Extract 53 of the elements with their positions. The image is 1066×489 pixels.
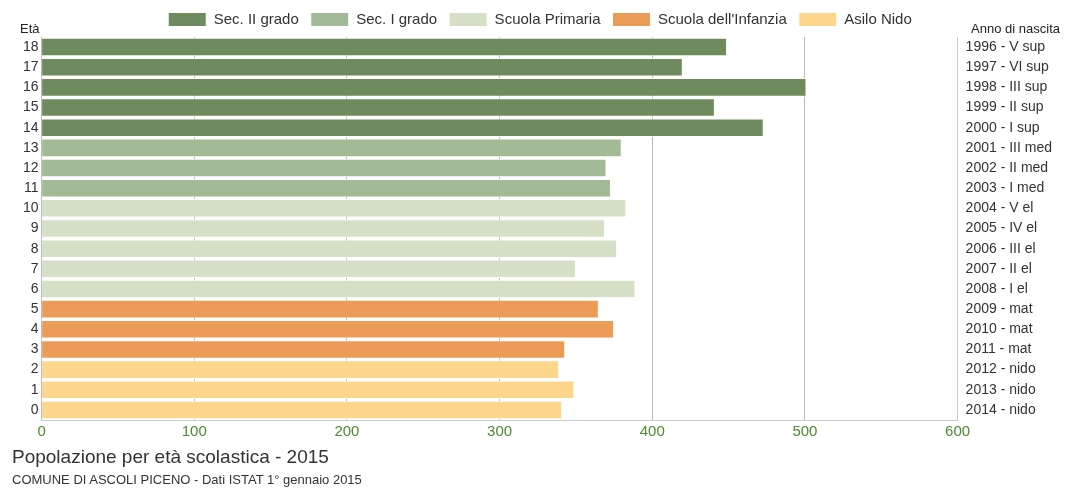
- y-tick-label: 17: [22, 58, 39, 75]
- y2-tick-label: 2000 - I sup: [965, 118, 1040, 135]
- y2-tick-label: 2005 - IV el: [965, 219, 1038, 236]
- y-tick-label: 5: [30, 299, 39, 316]
- y-tick-label: 7: [30, 259, 39, 276]
- y2-axis-title: Anno di nascita: [971, 21, 1061, 37]
- y-tick-label: 8: [30, 239, 39, 256]
- y-tick-label: 2: [30, 360, 39, 377]
- x-tick-label: 400: [639, 422, 665, 440]
- y2-tick-label: 2007 - II el: [965, 259, 1032, 276]
- y2-tick-label: 2006 - III el: [965, 239, 1036, 256]
- y2-tick-label: 2013 - nido: [965, 380, 1036, 397]
- x-tick-label: 200: [334, 422, 360, 440]
- x-tick-label: 600: [945, 422, 971, 440]
- y-tick-label: 13: [22, 138, 39, 155]
- x-tick-label: 100: [181, 422, 207, 440]
- y2-tick-label: 2003 - I med: [965, 179, 1045, 196]
- y-tick-label: 14: [22, 118, 39, 135]
- y-tick-label: 0: [30, 400, 39, 417]
- x-tick-label: 300: [487, 422, 513, 440]
- y2-tick-label: 1996 - V sup: [965, 37, 1046, 54]
- text: COMUNE DI ASCOLI PICENO - Dati ISTAT 1° gennaio 2015: [12, 472, 362, 487]
- legend-label: Scuola dell'Infanzia: [658, 9, 788, 27]
- legend-label: Scuola Primaria: [494, 9, 602, 27]
- y-tick-label: 3: [30, 340, 39, 357]
- y-tick-label: 12: [22, 158, 39, 175]
- y2-tick-label: 1998 - III sup: [965, 78, 1048, 95]
- legend-label: Sec. II grado: [213, 9, 299, 27]
- y2-tick-label: 2001 - III med: [965, 138, 1053, 155]
- y-axis-title: Età: [20, 21, 41, 37]
- y2-tick-label: 1997 - VI sup: [965, 58, 1050, 75]
- y-tick-label: 4: [30, 320, 39, 337]
- y-tick-label: 6: [30, 279, 39, 296]
- y-tick-label: 18: [22, 37, 39, 54]
- y-tick-label: 16: [22, 78, 39, 95]
- y-tick-label: 9: [30, 219, 39, 236]
- text: Popolazione per età scolastica - 2015: [12, 446, 329, 468]
- legend-label: Sec. I grado: [356, 9, 438, 27]
- y-tick-label: 15: [22, 98, 39, 115]
- y2-tick-label: 1999 - II sup: [965, 98, 1044, 115]
- y2-tick-label: 2010 - mat: [965, 320, 1033, 337]
- legend-label: Asilo Nido: [844, 9, 912, 27]
- y2-tick-label: 2011 - mat: [965, 340, 1032, 357]
- y2-tick-label: 2004 - V el: [965, 199, 1034, 216]
- y2-tick-label: 2008 - I el: [965, 279, 1028, 296]
- y2-tick-label: 2002 - II med: [965, 158, 1049, 175]
- y-tick-label: 1: [30, 380, 39, 397]
- y2-tick-label: 2014 - nido: [965, 400, 1036, 417]
- x-tick-label: 500: [792, 422, 818, 440]
- y2-tick-label: 2012 - nido: [965, 360, 1036, 377]
- y-tick-label: 10: [22, 199, 39, 216]
- y2-tick-label: 2009 - mat: [965, 299, 1033, 316]
- y-tick-label: 11: [24, 179, 39, 196]
